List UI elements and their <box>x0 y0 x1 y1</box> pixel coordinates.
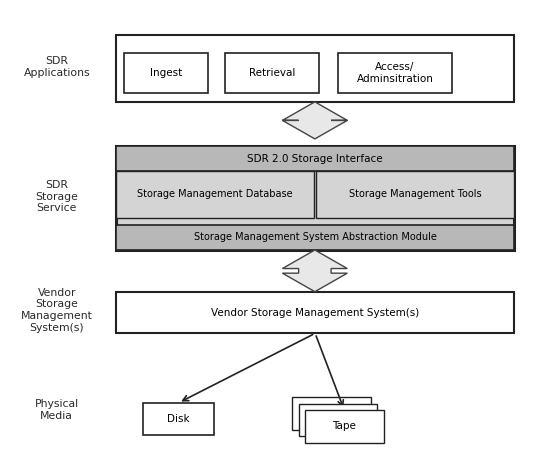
Text: Retrieval: Retrieval <box>249 68 295 78</box>
Text: Storage Management Tools: Storage Management Tools <box>349 189 481 200</box>
Text: Storage Management System Abstraction Module: Storage Management System Abstraction Mo… <box>194 232 437 242</box>
FancyBboxPatch shape <box>225 53 319 93</box>
FancyBboxPatch shape <box>116 35 514 102</box>
FancyBboxPatch shape <box>299 404 377 436</box>
FancyBboxPatch shape <box>116 225 514 250</box>
Text: Tape: Tape <box>332 421 357 432</box>
FancyBboxPatch shape <box>116 146 514 171</box>
Text: Physical
Media: Physical Media <box>35 399 79 420</box>
FancyBboxPatch shape <box>116 292 514 333</box>
Text: Ingest: Ingest <box>150 68 182 78</box>
FancyBboxPatch shape <box>316 171 514 218</box>
FancyBboxPatch shape <box>143 403 214 435</box>
FancyBboxPatch shape <box>305 410 384 443</box>
FancyBboxPatch shape <box>124 53 208 93</box>
Text: Vendor Storage Management System(s): Vendor Storage Management System(s) <box>211 307 419 318</box>
Text: SDR 2.0 Storage Interface: SDR 2.0 Storage Interface <box>247 154 383 163</box>
Polygon shape <box>282 102 347 139</box>
Text: SDR
Storage
Service: SDR Storage Service <box>35 180 78 213</box>
Polygon shape <box>282 250 347 292</box>
FancyBboxPatch shape <box>292 397 371 430</box>
FancyBboxPatch shape <box>116 146 514 250</box>
FancyBboxPatch shape <box>116 171 314 218</box>
Text: SDR
Applications: SDR Applications <box>23 56 90 78</box>
Text: Vendor
Storage
Management
System(s): Vendor Storage Management System(s) <box>21 288 93 332</box>
Text: Storage Management Database: Storage Management Database <box>137 189 293 200</box>
Text: Access/
Adminsitration: Access/ Adminsitration <box>357 62 433 84</box>
FancyBboxPatch shape <box>338 53 452 93</box>
Text: Disk: Disk <box>167 414 190 424</box>
